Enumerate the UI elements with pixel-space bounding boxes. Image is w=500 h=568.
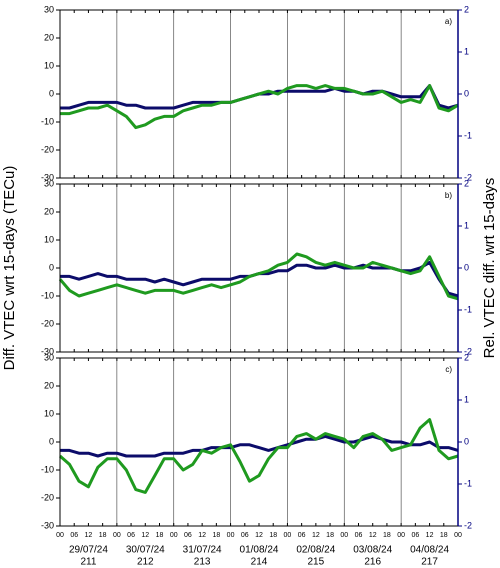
x-tick-label: 12 [141,532,149,539]
y-tick-label: 10 [44,234,54,244]
date-label: 31/07/24 [183,545,222,556]
date-label: 29/07/24 [69,545,108,556]
x-tick-label: 18 [99,532,107,539]
y-tick-label: 0 [49,262,54,272]
series-line [58,252,459,301]
y-tick-label: -30 [41,172,54,182]
doy-label: 216 [364,557,381,568]
y2-tick-label: 0 [464,88,469,98]
y-tick-label: 10 [44,60,54,70]
x-tick-label: 18 [440,532,448,539]
x-tick-label: 00 [56,532,64,539]
y2-tick-label: 2 [464,178,469,188]
date-label: 03/08/24 [353,545,392,556]
panel-label: c) [445,365,452,374]
y-tick-label: -10 [41,290,54,300]
y-tick-label: 20 [44,380,54,390]
series-line [60,434,459,458]
y2-tick-label: 1 [464,220,469,230]
doy-label: 211 [80,557,96,568]
y-tick-label: 30 [44,352,54,362]
y2-axis-label: Rel. VTEC diff. wrt 15-days [481,178,498,359]
series-line [60,260,459,298]
x-tick-label: 00 [227,532,235,539]
y-tick-label: -20 [41,492,54,502]
x-tick-label: 06 [411,532,419,539]
x-tick-label: 06 [241,532,249,539]
y2-tick-label: -2 [464,520,472,530]
y-tick-label: -30 [41,520,54,530]
x-tick-label: 18 [212,532,220,539]
y2-tick-label: -2 [464,172,472,182]
doy-label: 217 [421,557,438,568]
series-line [60,84,459,110]
date-label: 30/07/24 [126,545,165,556]
x-tick-label: 12 [255,532,263,539]
series-line [60,84,459,130]
x-tick-label: 06 [355,532,363,539]
x-tick-label: 00 [397,532,405,539]
y-tick-label: 0 [49,88,54,98]
y-tick-label: 30 [44,4,54,14]
y2-tick-label: 2 [464,352,469,362]
x-tick-label: 00 [340,532,348,539]
x-tick-label: 00 [113,532,121,539]
y2-tick-label: -2 [464,346,472,356]
x-tick-label: 00 [170,532,178,539]
date-label: 02/08/24 [296,545,335,556]
doy-label: 212 [137,557,154,568]
x-tick-label: 18 [156,532,164,539]
y-tick-label: -20 [41,318,54,328]
x-tick-label: 06 [127,532,135,539]
x-tick-label: 00 [284,532,292,539]
x-tick-label: 12 [369,532,377,539]
panel-label: a) [445,17,452,26]
date-label: 04/08/24 [410,545,449,556]
x-tick-label: 12 [198,532,206,539]
panel-label: b) [445,191,452,200]
y-tick-label: -30 [41,346,54,356]
y-tick-label: 0 [49,436,54,446]
y-tick-label: -10 [41,116,54,126]
plot-frame [59,183,459,353]
date-label: 01/08/24 [240,545,279,556]
y-tick-label: -20 [41,144,54,154]
series-line [59,418,459,494]
y-tick-label: 10 [44,408,54,418]
y2-tick-label: 0 [464,436,469,446]
doy-label: 214 [251,557,268,568]
y2-tick-label: -1 [464,130,472,140]
x-tick-label: 12 [426,532,434,539]
y2-tick-label: 2 [464,4,469,14]
x-tick-label: 18 [326,532,334,539]
x-tick-label: 06 [184,532,192,539]
y-axis-label: Diff. VTEC wrt 15-days (TECu) [1,166,18,371]
y2-tick-label: 1 [464,394,469,404]
x-tick-label: 00 [454,532,462,539]
y-tick-label: -10 [41,464,54,474]
x-tick-label: 12 [85,532,93,539]
doy-label: 213 [194,557,211,568]
doy-label: 215 [308,557,325,568]
y2-tick-label: 0 [464,262,469,272]
y2-tick-label: 1 [464,46,469,56]
x-tick-label: 06 [70,532,78,539]
x-tick-label: 18 [269,532,277,539]
x-tick-label: 12 [312,532,320,539]
y-tick-label: 20 [44,206,54,216]
y-tick-label: 20 [44,32,54,42]
x-tick-label: 06 [298,532,306,539]
y2-tick-label: -1 [464,304,472,314]
x-tick-label: 18 [383,532,391,539]
y-tick-label: 30 [44,178,54,188]
y2-tick-label: -1 [464,478,472,488]
